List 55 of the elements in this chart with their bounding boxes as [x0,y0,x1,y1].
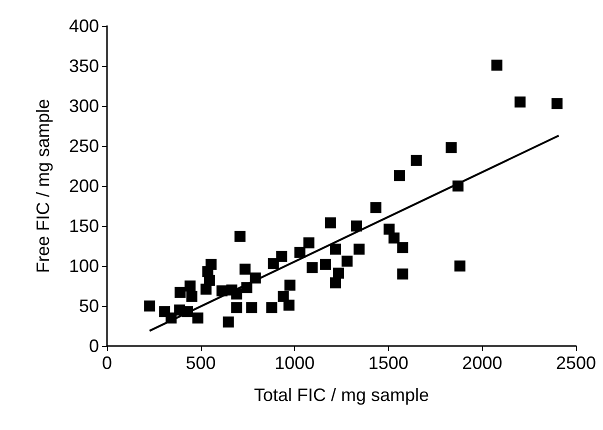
x-tick-label: 500 [186,353,216,373]
point [324,217,336,228]
point [283,300,294,311]
y-tick-label: 0 [88,336,99,356]
point [206,258,217,270]
point [354,244,365,255]
x-tick-label: 1500 [368,353,408,373]
point [320,258,332,270]
point [397,242,408,254]
point [234,230,246,242]
point [246,302,258,314]
point [454,260,466,272]
point [388,232,400,244]
y-tick-label: 200 [68,176,99,196]
y-tick-label: 150 [68,216,99,236]
point [294,246,306,258]
point [306,262,318,274]
point [394,170,405,182]
point [351,220,362,232]
point [276,250,288,262]
point [174,286,186,298]
point [186,290,198,302]
point [397,268,408,280]
point [370,202,382,214]
point [284,280,296,291]
point [342,256,353,267]
point [231,302,242,314]
point [303,237,314,248]
point [330,277,341,288]
point [384,224,395,235]
y-tick-label: 350 [68,56,99,76]
point [240,264,251,275]
x-axis-title: Total FIC / mg sample [254,385,430,405]
point [222,316,234,328]
y-tick-label: 250 [68,136,99,156]
x-tick-label: 2000 [462,353,502,373]
y-tick-label: 50 [78,296,99,316]
point [514,96,526,108]
x-tick-label: 0 [102,353,112,373]
point [184,280,196,292]
point [330,244,341,255]
point [491,60,502,71]
y-tick-label: 100 [68,256,99,276]
x-tick-label: 2500 [556,353,596,373]
point [333,268,344,279]
x-tick-label: 1000 [274,353,315,373]
y-axis-title: Free FIC / mg sample [33,98,53,274]
point [410,154,422,166]
point [446,142,457,154]
point [266,302,278,314]
y-tick-label: 400 [68,16,99,36]
point [192,312,204,324]
point [552,98,563,110]
point [144,300,156,312]
y-tick-label: 300 [68,96,99,116]
